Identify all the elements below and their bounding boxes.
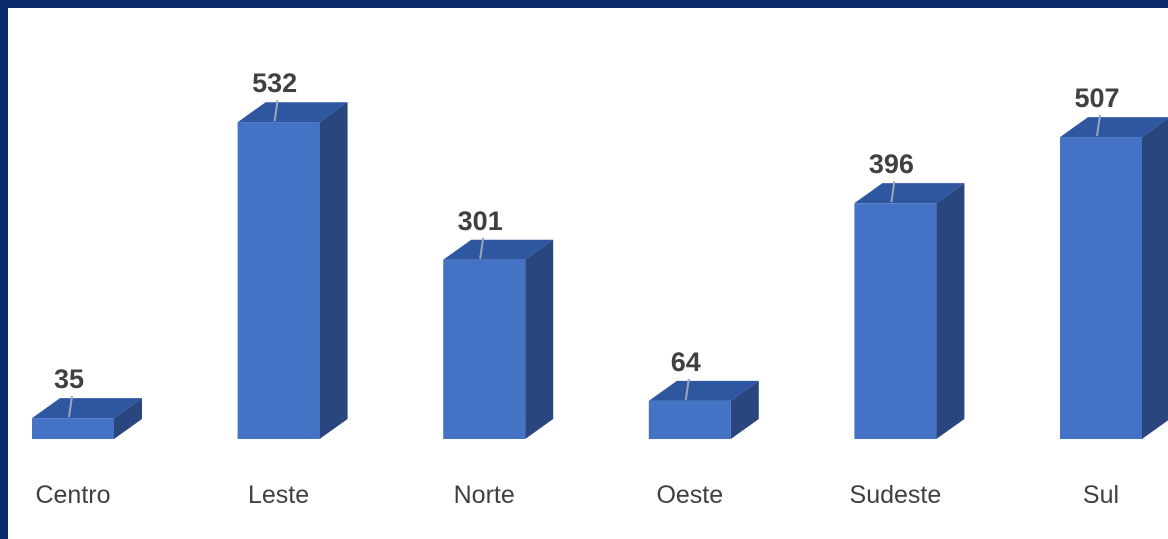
bar-chart: 35 Centro 532 Leste 301 Norte 64 Oeste 396 Sudest… — [32, 68, 1168, 509]
bar-top-oeste — [648, 380, 759, 401]
bar-top-leste — [237, 102, 348, 123]
data-label-leader — [1096, 114, 1101, 137]
bar-oeste: 64 Oeste — [648, 347, 759, 509]
bar-side-sul — [1142, 118, 1168, 439]
bar-side-leste — [319, 102, 348, 439]
bar-top-norte — [443, 239, 554, 260]
bar-norte: 301 Norte — [443, 206, 554, 509]
bar-top-sudeste — [854, 183, 965, 204]
bar-side-norte — [525, 239, 554, 439]
data-label-leste: 532 — [252, 68, 297, 98]
data-label-leader — [479, 237, 485, 259]
data-label-sudeste: 396 — [869, 149, 914, 179]
category-label-sudeste: Sudeste — [850, 481, 942, 509]
bar-front-sudeste — [854, 203, 937, 439]
data-label-sul: 507 — [1074, 83, 1119, 113]
bar-front-centro — [32, 418, 114, 439]
bar-front-sul — [1060, 137, 1142, 440]
bar-front-norte — [443, 259, 526, 439]
bar-side-oeste — [730, 380, 759, 439]
data-label-leader — [273, 100, 279, 122]
data-label-norte: 301 — [458, 206, 503, 236]
bar-side-sudeste — [936, 183, 965, 439]
data-label-centro: 35 — [54, 364, 84, 394]
category-label-leste: Leste — [248, 481, 309, 509]
bar-sudeste: 396 Sudeste — [850, 149, 965, 509]
bar-sul: 507 Sul — [1060, 83, 1168, 509]
category-label-norte: Norte — [454, 481, 515, 509]
category-label-oeste: Oeste — [656, 481, 723, 509]
bar-centro: 35 Centro — [32, 364, 142, 509]
bar-front-oeste — [648, 400, 731, 439]
category-label-sul: Sul — [1083, 481, 1119, 509]
bar-top-centro — [32, 398, 142, 419]
data-label-leader — [68, 396, 73, 418]
category-label-centro: Centro — [35, 481, 110, 509]
bar-top-sul — [1060, 117, 1168, 138]
chart-area: 35 Centro 532 Leste 301 Norte 64 Oeste 396 Sudest… — [8, 8, 1168, 539]
data-label-leader — [890, 181, 896, 203]
data-label-oeste: 64 — [671, 347, 701, 377]
data-label-leader — [684, 378, 690, 401]
bar-leste: 532 Leste — [237, 68, 348, 509]
bar-front-leste — [237, 122, 320, 439]
bar-side-centro — [114, 398, 142, 439]
